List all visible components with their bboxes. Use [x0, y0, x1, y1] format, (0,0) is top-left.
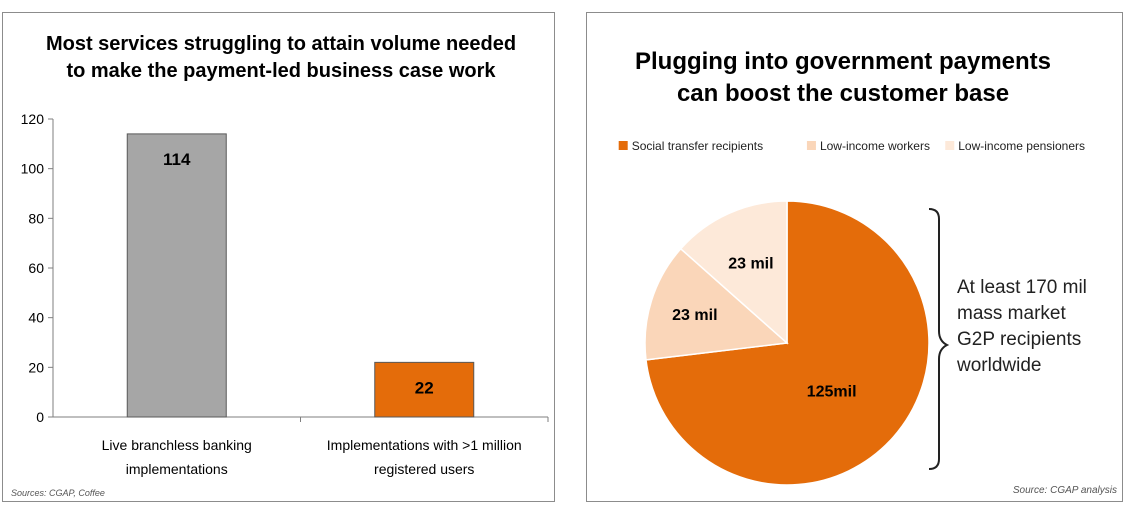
pie-data-label: 125mil: [807, 384, 857, 401]
x-category-label: Implementations with >1 million: [327, 437, 522, 453]
bar-data-label: 114: [163, 150, 191, 169]
pie-data-labels: 125mil 23 mil 23 mil: [672, 256, 856, 401]
bar: [126, 133, 227, 418]
pie-data-label: 23 mil: [672, 307, 717, 324]
x-category-label: registered users: [374, 461, 474, 477]
y-tick-label: 40: [28, 310, 44, 326]
chart-title-line-2: to make the payment-led business case wo…: [66, 60, 496, 82]
legend-swatch: [806, 141, 816, 150]
bar-data-label: 22: [415, 378, 434, 397]
y-tick-label: 80: [28, 210, 44, 226]
y-tick-label: 120: [21, 111, 45, 127]
pie-slice: [679, 200, 788, 345]
pie-chart-panel: Plugging into government payments can bo…: [586, 12, 1123, 502]
chart-title-line-2: can boost the customer base: [677, 80, 1009, 107]
legend-label: Low-income workers: [820, 139, 930, 153]
y-tick-label: 60: [28, 260, 44, 276]
bar-chart-panel: Most services struggling to attain volum…: [2, 12, 555, 502]
y-tick-label: 100: [21, 161, 45, 177]
chart-title-line-1: Most services struggling to attain volum…: [46, 33, 516, 55]
bar-series: 114 Live branchless banking implementation…: [102, 133, 522, 477]
annotation-line-2: mass market: [957, 303, 1066, 324]
annotation-line-4: worldwide: [956, 355, 1041, 376]
pie-chart: Plugging into government payments can bo…: [618, 48, 1117, 496]
annotation-line-1: At least 170 mil: [957, 277, 1087, 298]
legend-swatch: [618, 141, 628, 150]
source-note: Sources: CGAP, Coffee: [11, 488, 105, 498]
pie-data-label: 23 mil: [728, 256, 773, 273]
source-note: Source: CGAP analysis: [1013, 485, 1117, 496]
legend-label: Low-income pensioners: [958, 139, 1085, 153]
legend-swatch: [945, 141, 955, 150]
bracket-icon: [928, 208, 950, 470]
bar: [374, 361, 475, 418]
annotation: At least 170 mil mass market G2P recipie…: [956, 277, 1087, 376]
y-tick-label: 0: [36, 409, 44, 425]
y-tick-label: 20: [28, 359, 44, 375]
pie-legend: Social transfer recipients Low-income wor…: [618, 139, 1085, 153]
pie-series: [644, 200, 930, 486]
x-category-label: Live branchless banking: [102, 437, 252, 453]
x-category-label: implementations: [126, 461, 228, 477]
bar-chart: Most services struggling to attain volum…: [11, 33, 549, 498]
chart-title-line-1: Plugging into government payments: [635, 48, 1051, 75]
pie-slice: [644, 247, 789, 361]
annotation-line-3: G2P recipients: [957, 329, 1081, 350]
legend-label: Social transfer recipients: [632, 139, 763, 153]
